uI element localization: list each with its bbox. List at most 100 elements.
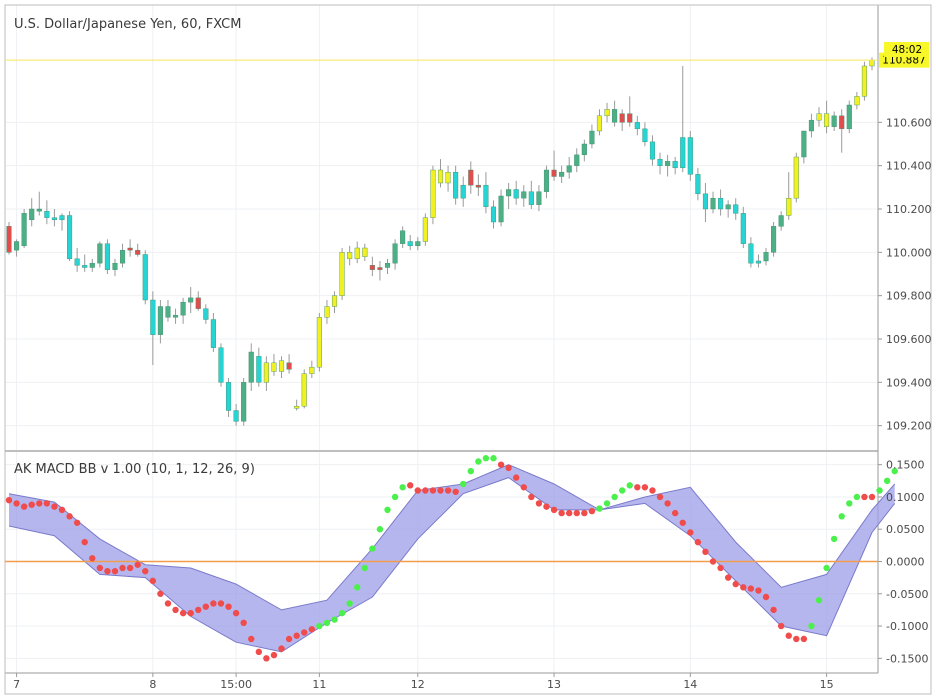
macd-dot <box>626 482 633 489</box>
candle-body <box>831 115 837 127</box>
candle <box>846 100 852 134</box>
macd-dot <box>876 487 883 494</box>
macd-dot <box>649 487 656 494</box>
macd-dot <box>573 509 580 517</box>
candle <box>483 172 489 214</box>
candle-body <box>51 217 57 221</box>
candle <box>286 354 292 374</box>
macd-dot <box>724 574 732 581</box>
macd-dot <box>51 503 58 510</box>
time-axis-label: 15 <box>820 678 834 691</box>
macd-dot <box>883 477 891 485</box>
macd-dot <box>391 493 399 501</box>
macd-dot <box>437 487 444 494</box>
macd-dot <box>376 526 384 533</box>
price-axis-label: 110.400 <box>886 160 932 173</box>
candle-body <box>854 96 860 106</box>
candle <box>67 211 73 261</box>
time-axis-label: 13 <box>547 678 561 691</box>
macd-dot <box>513 474 520 481</box>
macd-dot <box>740 584 747 591</box>
macd-dot <box>407 482 414 489</box>
macd-dot <box>179 609 187 617</box>
candle-body <box>59 215 65 221</box>
candle <box>233 404 239 426</box>
candle-body <box>195 297 201 309</box>
candle-body <box>339 252 345 296</box>
candle <box>490 200 497 229</box>
candle <box>543 165 550 199</box>
candle <box>188 287 194 313</box>
macd-dot <box>800 635 808 643</box>
price-axis: 110.600 110.400 110.200 110.000 109.800 109.6… <box>878 116 932 433</box>
candle <box>763 248 769 266</box>
macd-dot <box>285 635 293 643</box>
macd-dot <box>543 503 550 510</box>
candle-body <box>127 247 133 251</box>
candle-body <box>89 262 95 268</box>
macd-dots-series <box>5 455 898 662</box>
band-lower-line <box>8 477 896 653</box>
candle-body <box>286 362 292 370</box>
time-axis-label: 15:00 <box>220 678 252 691</box>
macd-dot <box>687 529 694 536</box>
candle-body <box>574 154 580 166</box>
candle-body <box>846 104 852 130</box>
macd-dot <box>81 538 88 546</box>
macd-dot <box>210 600 217 607</box>
candle-body <box>97 243 103 264</box>
macd-dot <box>172 606 179 614</box>
candle <box>808 113 814 138</box>
macd-dot <box>497 461 505 468</box>
candle <box>536 185 542 212</box>
candle-body <box>755 260 761 264</box>
candle-body <box>672 161 678 169</box>
macd-dot <box>293 632 300 639</box>
macd-dot <box>20 503 28 510</box>
candle-body <box>536 191 542 205</box>
candle <box>513 180 519 205</box>
candle <box>210 313 216 352</box>
time-axis-label: 12 <box>411 678 425 691</box>
candle-body <box>437 169 444 184</box>
candle-body <box>74 258 80 266</box>
candle <box>324 300 330 324</box>
macd-dot <box>490 455 497 462</box>
candle-body <box>225 382 232 411</box>
indicator-axis-label: 0.1500 <box>886 459 925 472</box>
candle <box>786 172 792 220</box>
candle-body <box>596 115 603 132</box>
candle-body <box>188 297 194 303</box>
candle <box>771 222 777 257</box>
candle-body <box>581 143 587 156</box>
macd-dot <box>126 564 134 572</box>
macd-dot <box>528 493 535 501</box>
candle-body <box>468 169 474 186</box>
macd-dot <box>891 467 898 475</box>
candle-body <box>612 109 618 123</box>
candle-body <box>763 252 769 262</box>
candle <box>634 115 640 136</box>
macd-dot <box>603 500 611 507</box>
bar-countdown: 48:02 <box>892 44 922 56</box>
candle-body <box>521 191 527 199</box>
candle <box>831 111 837 131</box>
macd-dot <box>830 535 838 543</box>
candle <box>649 135 656 166</box>
macd-dot <box>134 561 141 568</box>
candle-body <box>172 314 179 318</box>
macd-dot <box>104 567 111 575</box>
macd-dot <box>475 458 482 465</box>
candle-body <box>740 213 746 244</box>
candle-body <box>384 262 391 268</box>
candle <box>718 189 724 216</box>
candle <box>824 100 830 134</box>
macd-dot <box>755 587 762 594</box>
candle-body <box>793 156 799 199</box>
candle <box>801 130 807 164</box>
chart-frame <box>4 4 932 695</box>
macd-dot <box>770 606 777 614</box>
macd-dot <box>195 606 202 614</box>
macd-dot <box>664 500 671 507</box>
